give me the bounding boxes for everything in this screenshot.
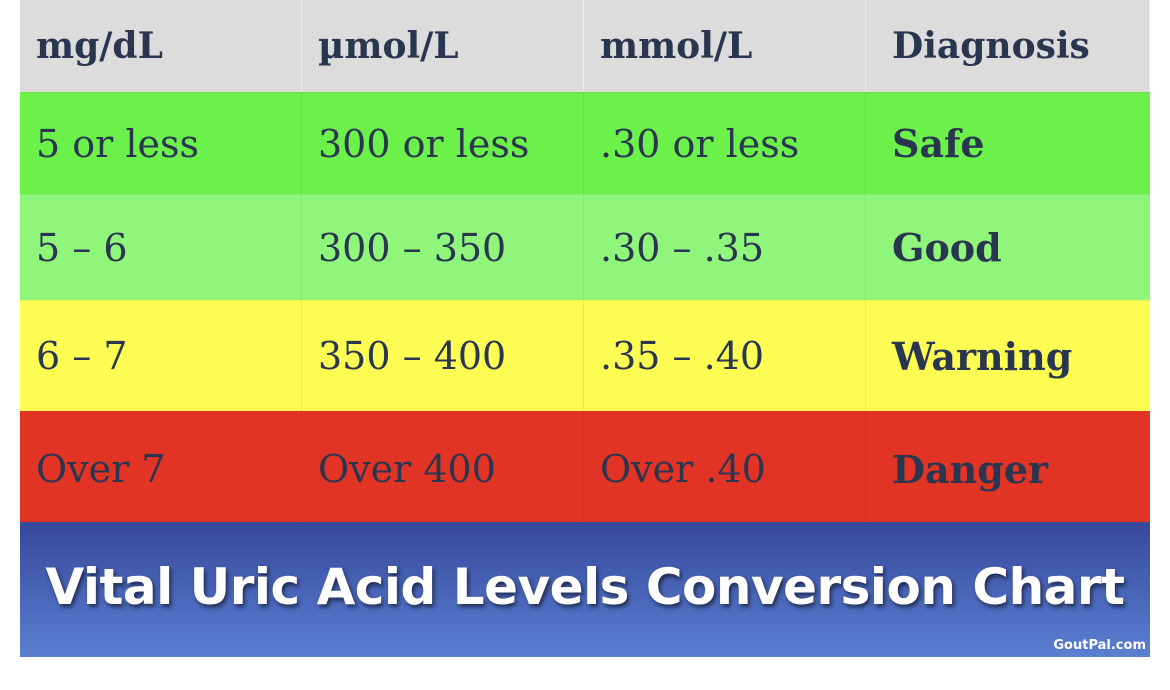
conversion-table: mg/dL µmol/L mmol/L Diagnosis 5 or less 3… [20, 0, 1150, 526]
value-cell: Over .40 [584, 412, 866, 526]
table-row: 6 – 7 350 – 400.35 – .40 Warning [20, 300, 1150, 411]
banner-credit: GoutPal.com [1053, 638, 1146, 653]
value-cell: .30 or less [584, 93, 866, 194]
value-cell: .30 – .35 [584, 195, 866, 300]
header-cell: µmol/L [302, 0, 584, 92]
value-cell: Over 400 [302, 412, 584, 526]
diagnosis-cell: Safe [892, 121, 985, 166]
value-cell: 5 or less [20, 93, 302, 194]
table-row: 5 – 6 300 – 350.30 – .35 Good [20, 194, 1150, 300]
table-row: 5 or less 300 or less .30 or less Safe [20, 92, 1150, 194]
value-cell: 5 – 6 [20, 195, 302, 300]
header-cell: mmol/L [584, 0, 866, 92]
diagnosis-cell: Good [892, 225, 1002, 270]
value-cell: Over 7 [20, 412, 302, 526]
header-row: mg/dL µmol/L mmol/L Diagnosis [20, 0, 1150, 92]
value-cell: 350 – 400 [302, 301, 584, 411]
value-cell: 6 – 7 [20, 301, 302, 411]
value-cell: 300 or less [302, 93, 584, 194]
header-cell: mg/dL [20, 0, 302, 92]
table-row: Over 7 Over 400 Over .40 Danger [20, 411, 1150, 526]
diagnosis-cell: Warning [892, 333, 1073, 379]
banner: Vital Uric Acid Levels Conversion Chart … [20, 522, 1150, 657]
header-cell: Diagnosis [866, 0, 1150, 92]
banner-title: Vital Uric Acid Levels Conversion Chart [45, 558, 1126, 616]
diagnosis-cell: Danger [892, 446, 1048, 492]
value-cell: .35 – .40 [584, 301, 866, 411]
value-cell: 300 – 350 [302, 195, 584, 300]
